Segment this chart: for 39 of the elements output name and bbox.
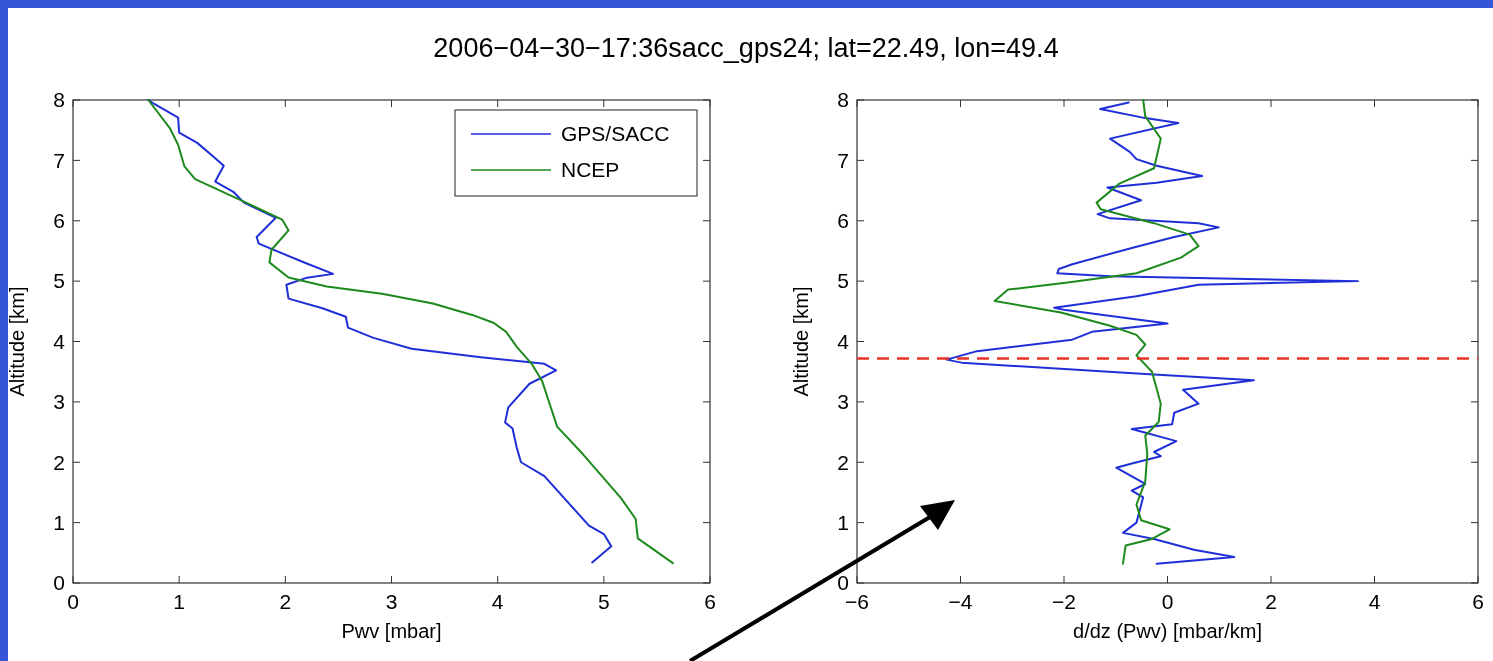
chart-title: 2006−04−30−17:36sacc_gps24; lat=22.49, lon=49.4 <box>433 33 1059 63</box>
y-tick-label: 2 <box>837 450 849 474</box>
y-axis-title: Altitude [km] <box>6 286 28 397</box>
y-tick-label: 5 <box>53 269 65 293</box>
legend-label: GPS/SACC <box>561 122 670 146</box>
y-tick-label: 2 <box>53 450 65 474</box>
y-tick-label: 7 <box>837 148 849 172</box>
y-tick-label: 3 <box>53 390 65 414</box>
y-tick-label: 3 <box>837 390 849 414</box>
x-tick-label: 6 <box>704 590 716 613</box>
x-tick-label: 5 <box>597 590 610 613</box>
x-tick-label: 0 <box>1161 590 1174 613</box>
x-axis-title: d/dz (Pwv) [mbar/km] <box>1073 620 1262 642</box>
y-tick-label: 1 <box>53 510 65 534</box>
y-tick-label: 7 <box>53 148 65 172</box>
x-tick-label: 4 <box>1368 590 1381 613</box>
x-tick-label: 6 <box>1472 590 1484 613</box>
y-tick-label: 8 <box>53 88 65 112</box>
x-tick-label: 2 <box>1265 590 1277 613</box>
y-tick-label: 5 <box>837 269 849 293</box>
x-tick-label: 2 <box>279 590 292 613</box>
x-tick-label: −4 <box>948 590 973 613</box>
y-tick-label: 8 <box>837 88 849 112</box>
x-axis-title: Pwv [mbar] <box>341 620 442 642</box>
y-tick-label: 6 <box>53 209 65 233</box>
x-tick-label: 1 <box>173 590 186 613</box>
y-tick-label: 4 <box>53 329 66 353</box>
y-tick-label: 4 <box>837 329 850 353</box>
x-tick-label: 4 <box>491 590 504 613</box>
x-tick-label: −2 <box>1052 590 1076 613</box>
y-tick-label: 6 <box>837 209 849 233</box>
y-tick-label: 0 <box>53 571 65 595</box>
y-axis-title: Altitude [km] <box>790 286 812 397</box>
y-tick-label: 1 <box>837 510 849 534</box>
x-tick-label: 0 <box>67 590 79 613</box>
x-tick-label: 3 <box>385 590 398 613</box>
line-series <box>945 101 1359 565</box>
line-series <box>993 99 1200 565</box>
legend-label: NCEP <box>561 158 620 182</box>
